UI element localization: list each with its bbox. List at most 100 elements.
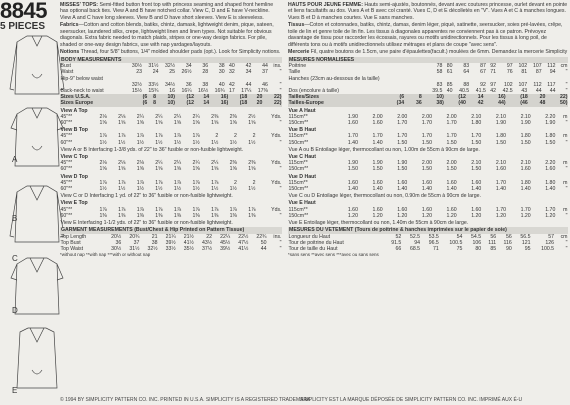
cell-value: 1.20 bbox=[520, 212, 531, 219]
cell-value: 1.40 bbox=[372, 186, 383, 193]
cell-value: 1.70 bbox=[446, 120, 457, 127]
row-label: Longueur du Haut bbox=[288, 233, 331, 240]
cell-value: 1½ bbox=[136, 186, 144, 193]
cell-value: " bbox=[565, 239, 568, 246]
cell-value: 1.90 bbox=[397, 160, 408, 167]
cell-value: (18 bbox=[228, 94, 248, 101]
cell-value: 2¼ bbox=[192, 113, 200, 120]
sketch-view-c bbox=[9, 185, 65, 243]
cell-value: 34½ bbox=[164, 81, 176, 88]
cell-value: 87 bbox=[480, 63, 486, 70]
cell-value: 2.20 bbox=[545, 160, 556, 167]
section-label-row: Vue B Haut bbox=[288, 126, 568, 133]
cell-value: 64 bbox=[463, 69, 470, 76]
cell-value: 1.40 bbox=[347, 186, 358, 193]
cell-value: 92 bbox=[480, 81, 486, 88]
row-label: Poitrine bbox=[288, 63, 307, 70]
table-row: Dos (encolure à taille) 39.5 40 40.5 41.5 42 4… bbox=[288, 88, 568, 94]
cell-value: 2 bbox=[215, 133, 219, 140]
cell-value: 40 bbox=[446, 88, 453, 95]
cell-value: " bbox=[565, 120, 568, 127]
cell-value: 16¼ bbox=[181, 88, 192, 95]
cell-value: 1.60 bbox=[347, 179, 358, 186]
cell-value: 97 bbox=[490, 81, 497, 88]
cell-value: 2⅜ bbox=[229, 160, 237, 167]
cell-value: 16) bbox=[209, 94, 229, 101]
cell-value: 1.80 bbox=[471, 120, 482, 127]
cell-value: 2 bbox=[234, 133, 237, 140]
cell-value: (6 bbox=[135, 94, 148, 101]
cell-value: 10) bbox=[422, 94, 445, 101]
cell-value: cm bbox=[560, 63, 568, 70]
cell-value: 1.70 bbox=[471, 133, 482, 140]
row-label: 115cm** bbox=[288, 179, 308, 186]
cell-value: 16) bbox=[484, 94, 507, 101]
cell-value: 1½ bbox=[248, 186, 256, 193]
cell-value: 81 bbox=[521, 69, 528, 76]
cell-value: 16½ bbox=[198, 88, 209, 95]
cell-value: 1⅝ bbox=[248, 120, 256, 127]
cell-value: 1⅞ bbox=[192, 206, 200, 213]
table-row: 60"** 1⅜ 1⅜ 1⅜ 1⅜ 1⅜ 1⅜ 1⅜ 1⅜ 1⅜ " bbox=[60, 213, 282, 219]
cell-value: 1.50 bbox=[397, 166, 408, 173]
section-label-row: View B Top bbox=[60, 126, 282, 133]
cell-value: 14 bbox=[194, 100, 210, 107]
cell-value: 1⅞ bbox=[173, 133, 182, 140]
cell-value: 1.60 bbox=[397, 206, 408, 213]
cell-value: 1⅞ bbox=[155, 206, 163, 213]
cell-value: 24 bbox=[152, 69, 159, 76]
cell-value: 2.10 bbox=[520, 160, 531, 167]
cell-value: 1.20 bbox=[545, 212, 556, 219]
cell-value: 1½ bbox=[248, 139, 256, 146]
cell-value: 1.40 bbox=[495, 186, 506, 193]
cell-value: 1.60 bbox=[545, 166, 556, 173]
cell-value: 30½ bbox=[111, 246, 122, 253]
cell-value: 67 bbox=[480, 69, 486, 76]
cell-value: 15½ bbox=[131, 88, 142, 95]
cell-value: 1⅞ bbox=[155, 179, 163, 186]
mercerie-text: Fil, quatre boutons de 1.5cm, une paire … bbox=[310, 49, 568, 56]
cell-value: 2.10 bbox=[495, 113, 506, 120]
cell-value: 8 bbox=[404, 94, 423, 101]
sketch-view-a bbox=[9, 35, 65, 95]
cell-value: 32½ bbox=[147, 246, 158, 253]
section-label: Vue B Haut bbox=[288, 127, 316, 134]
cell-value: (12 bbox=[175, 94, 195, 101]
cell-value: 34 bbox=[185, 63, 192, 70]
cell-value: 1½ bbox=[192, 186, 200, 193]
table-row: 60"** 1½ 1½ 1½ 1½ 1½ 1½ 1½ 1½ 1½ " bbox=[60, 140, 282, 146]
cell-value: 1.70 bbox=[421, 120, 432, 127]
cell-value: 58 bbox=[436, 69, 443, 76]
cell-value: 1.60 bbox=[471, 206, 482, 213]
cell-value: ins. bbox=[273, 63, 282, 70]
cell-value: 111 bbox=[488, 239, 497, 246]
table-row: Top Bust 36 37 38 39½ 41½ 43½ 45½ 47½ 50 " bbox=[60, 240, 282, 246]
cell-value: 2¼ bbox=[173, 113, 182, 120]
metrage-table: Vue A Haut 115cm** 1.90 2.00 2.00 2.00 2.00 2.1… bbox=[288, 107, 568, 227]
cell-value: 1⅞ bbox=[211, 179, 219, 186]
cell-value: 1⅝ bbox=[173, 120, 182, 127]
cell-value: 1⅞ bbox=[118, 133, 126, 140]
section-label: Vue E Haut bbox=[288, 200, 316, 207]
misses-tops-title: MISSES' TOPS: bbox=[60, 2, 99, 8]
cell-value: 1.70 bbox=[372, 133, 383, 140]
cell-value: 1½ bbox=[118, 186, 126, 193]
cell-value: 15¾ bbox=[148, 88, 159, 95]
cell-value: 1.60 bbox=[372, 206, 383, 213]
cell-value: 91.5 bbox=[391, 239, 402, 246]
cell-value: 1.40 bbox=[372, 139, 383, 146]
cell-value: " bbox=[279, 120, 282, 127]
row-label: Hip-9" below waist bbox=[60, 75, 104, 82]
tailles-table: Tailles/Sizes (6 8 10) (12 14 16) (18 20 22) Taill… bbox=[288, 94, 568, 107]
row-label: Sizes Europe bbox=[60, 100, 136, 107]
table-row: 45"** 1⅞ 1⅞ 1⅞ 1⅞ 1⅞ 1⅞ 2 2 2 Yds. bbox=[60, 133, 282, 139]
cell-value: " bbox=[279, 212, 282, 219]
cell-value: 54 bbox=[456, 233, 463, 240]
table-row: Top Length 20½ 20¾ 21 21¼ 21½ 22 22¼ 22½ 22¾ ins. bbox=[60, 234, 282, 240]
cell-value: 2⅜ bbox=[248, 160, 256, 167]
table-row: 60"** 1⅝ 1⅝ 1⅝ 1⅝ 1⅝ 1⅝ 1⅝ 1⅝ 1⅝ " bbox=[60, 166, 282, 172]
section-label: View E Interfacing 1-1/2 yds. of 22" to … bbox=[60, 220, 233, 227]
cell-value: 1.50 bbox=[397, 139, 408, 146]
cell-value: 1⅝ bbox=[136, 120, 144, 127]
cell-value: 95 bbox=[524, 246, 531, 253]
